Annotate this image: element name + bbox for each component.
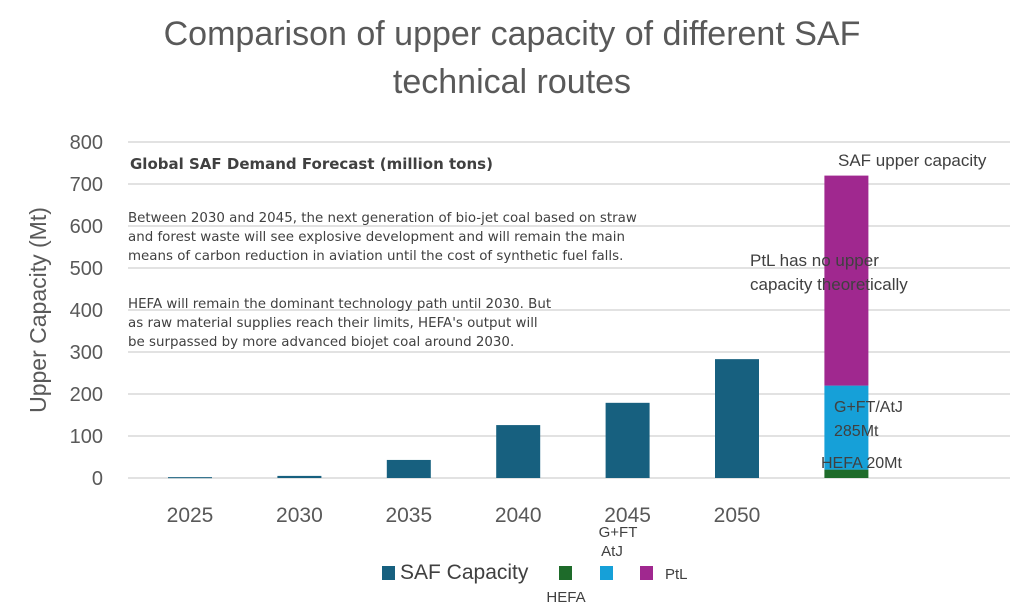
- legend-label: AtJ: [601, 543, 623, 560]
- ptl-note: PtL has no upper capacity theoretically: [750, 249, 908, 297]
- note-line: Between 2030 and 2045, the next generati…: [128, 211, 637, 226]
- bar-ptl: [824, 175, 869, 386]
- note-line: 285Mt: [834, 423, 879, 440]
- bar-saf-capacity: [605, 402, 650, 478]
- x-tick-label: 2035: [385, 504, 432, 527]
- legend-label: SAF Capacity: [400, 561, 529, 584]
- note-line: HEFA will remain the dominant technology…: [128, 297, 552, 312]
- note-hefa: HEFA will remain the dominant technology…: [128, 295, 551, 352]
- note-line: and forest waste will see explosive deve…: [128, 230, 625, 245]
- forecast-title: Global SAF Demand Forecast (million tons…: [130, 155, 493, 173]
- legend-label: PtL: [665, 566, 688, 583]
- y-tick-label: 600: [70, 216, 103, 238]
- note-line: as raw material supplies reach their lim…: [128, 316, 538, 331]
- y-tick-label: 300: [70, 342, 103, 364]
- legend-label: HEFA: [546, 589, 585, 606]
- chart-title-line-2: technical routes: [392, 63, 632, 101]
- y-tick-label: 500: [70, 258, 103, 280]
- chart-title-line-1: Comparison of upper capacity of differen…: [163, 15, 861, 53]
- note-line: means of carbon reduction in aviation un…: [128, 249, 624, 264]
- bar-saf-capacity: [496, 425, 541, 478]
- y-tick-label: 100: [70, 426, 103, 448]
- x-tick-label: 2050: [714, 504, 761, 527]
- y-tick-label: 800: [70, 132, 103, 154]
- gft-note: G+FT/AtJ 285Mt: [834, 396, 903, 444]
- legend-swatch: [559, 566, 572, 580]
- note-line: be surpassed by more advanced biojet coa…: [128, 335, 515, 350]
- y-tick-label: 700: [70, 174, 103, 196]
- y-tick-label: 200: [70, 384, 103, 406]
- x-tick-label: 2045: [604, 504, 651, 527]
- legend-swatch: [600, 566, 613, 580]
- note-line: G+FT/AtJ: [834, 399, 903, 416]
- note-line: PtL has no upper: [750, 251, 879, 270]
- x-tick-label: 2025: [167, 504, 214, 527]
- bar-saf-capacity: [168, 477, 212, 479]
- hefa-note: HEFA 20Mt: [821, 455, 902, 472]
- legend-label: G+FT: [599, 524, 638, 541]
- y-tick-label: 0: [92, 468, 103, 490]
- y-tick-label: 400: [70, 300, 103, 322]
- y-axis-label: Upper Capacity (Mt): [25, 207, 51, 413]
- saf-upper-label: SAF upper capacity: [838, 151, 987, 170]
- bar-saf-capacity: [715, 359, 759, 478]
- legend-swatch: [382, 566, 395, 580]
- x-tick-label: 2030: [276, 504, 323, 527]
- x-tick-label: 2040: [495, 504, 542, 527]
- bar-hefa: [824, 469, 869, 478]
- legend-swatch: [640, 566, 653, 580]
- bar-saf-capacity: [277, 475, 322, 478]
- note-2030-2045: Between 2030 and 2045, the next generati…: [128, 209, 637, 266]
- note-line: capacity theoretically: [750, 275, 908, 294]
- bar-saf-capacity: [386, 459, 431, 478]
- bar-g-ft-atj: [824, 385, 869, 470]
